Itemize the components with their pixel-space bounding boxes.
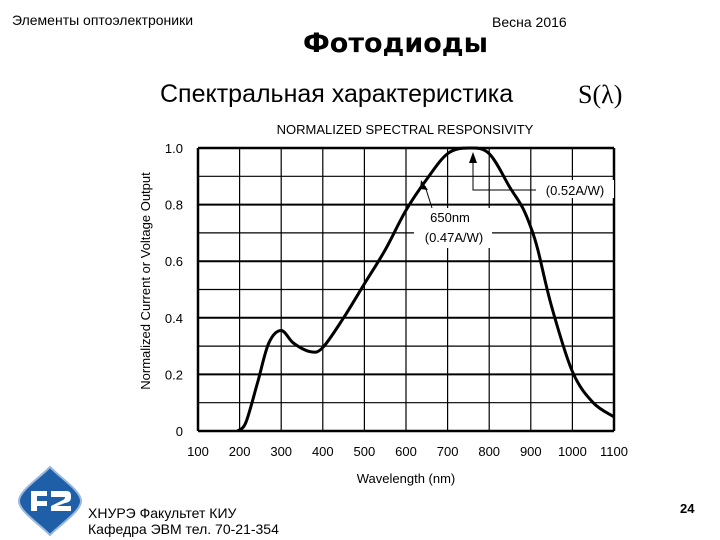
grid — [196, 146, 616, 433]
responsivity-curve — [236, 146, 615, 433]
annotation-650-line2: (0.47A/W) — [425, 230, 484, 245]
footer-department: Кафедра ЭВМ тел. 70-21-354 — [88, 521, 279, 537]
y-tick-label: 1.0 — [165, 141, 183, 156]
slide-subtitle: Спектральная характеристика — [160, 80, 514, 108]
x-tick-label: 1100 — [600, 444, 628, 459]
annotations: 650nm (0.47A/W) (0.52A/W) — [414, 152, 614, 248]
y-tick-label: 0.8 — [165, 198, 183, 213]
y-tick-label: 0.4 — [165, 311, 183, 326]
x-tick-label: 1000 — [558, 444, 587, 459]
semester: Весна 2016 — [492, 14, 567, 30]
x-tick-label: 700 — [437, 444, 459, 459]
x-tick-label: 500 — [354, 444, 376, 459]
course-name: Элементы оптоэлектроники — [12, 12, 194, 28]
y-tick-label: 0 — [176, 424, 183, 439]
y-tick-label: 0.6 — [165, 254, 183, 269]
y-tick-label: 0.2 — [165, 367, 183, 382]
x-ticks: 100 200 300 400 500 600 700 800 900 1000 1100 — [187, 444, 628, 459]
x-tick-label: 200 — [229, 444, 251, 459]
y-ticks: 0 0.2 0.4 0.6 0.8 1.0 — [165, 141, 183, 439]
x-tick-label: 800 — [478, 444, 500, 459]
annotation-peak-leader — [472, 160, 536, 191]
y-axis-label: Normalized Current or Voltage Output — [138, 172, 153, 390]
annotation-650-arrowhead — [420, 180, 428, 190]
chart-title: NORMALIZED SPECTRAL RESPONSIVITY — [277, 122, 534, 137]
x-tick-label: 400 — [312, 444, 334, 459]
footer-university: ХНУРЭ Факультет КИУ — [88, 505, 237, 521]
university-logo — [17, 465, 83, 537]
annotation-peak-label: (0.52A/W) — [546, 183, 605, 198]
slide-title: Фотодиоды — [303, 28, 489, 59]
page-number: 24 — [680, 501, 695, 516]
annotation-peak-arrowhead — [469, 152, 477, 163]
x-tick-label: 900 — [520, 444, 542, 459]
annotation-650-line1: 650nm — [430, 210, 470, 225]
x-tick-label: 600 — [395, 444, 417, 459]
x-tick-label: 300 — [270, 444, 292, 459]
x-tick-label: 100 — [187, 444, 209, 459]
responsivity-symbol: S(λ) — [578, 80, 623, 109]
x-axis-label: Wavelength (nm) — [357, 471, 456, 486]
